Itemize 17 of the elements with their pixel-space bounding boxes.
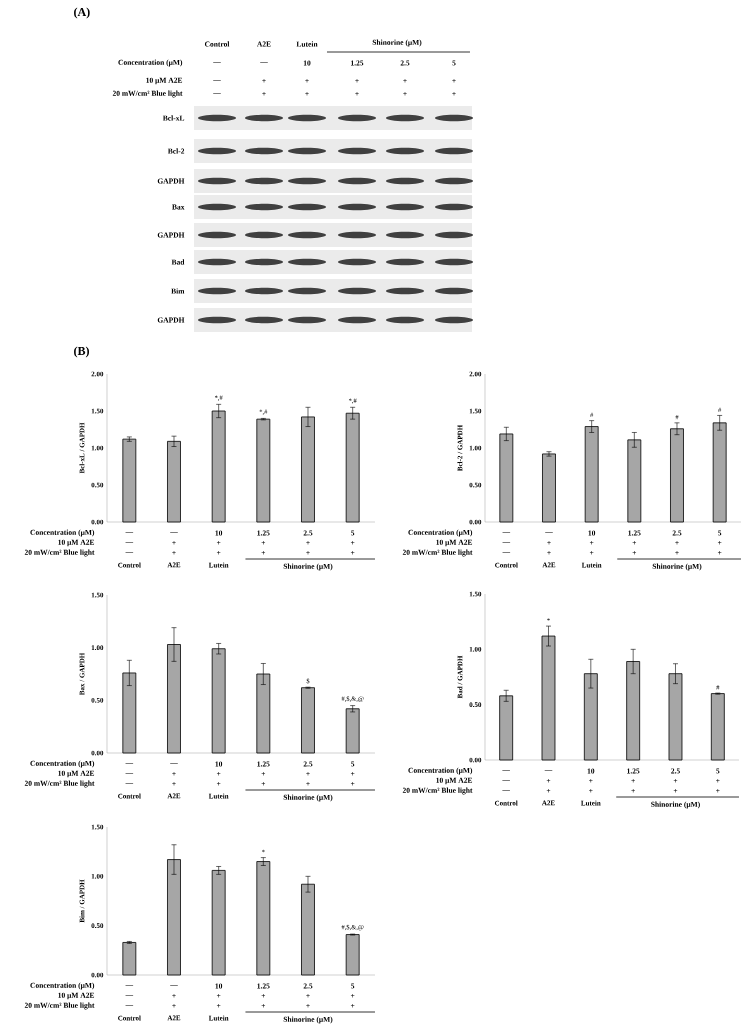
bar <box>542 453 556 523</box>
chart-title: (B) <box>74 346 89 358</box>
bar <box>211 648 226 754</box>
bar <box>122 942 137 976</box>
bar <box>256 861 271 976</box>
bar <box>345 934 360 976</box>
bar <box>122 438 137 523</box>
bar <box>499 695 514 761</box>
bar <box>256 418 271 523</box>
text: (A) <box>74 7 90 19</box>
bar <box>211 870 226 976</box>
bar <box>301 687 315 754</box>
bar <box>345 412 360 523</box>
bar <box>710 693 725 761</box>
bar <box>345 708 360 754</box>
bar <box>167 440 181 523</box>
bar <box>301 883 315 976</box>
